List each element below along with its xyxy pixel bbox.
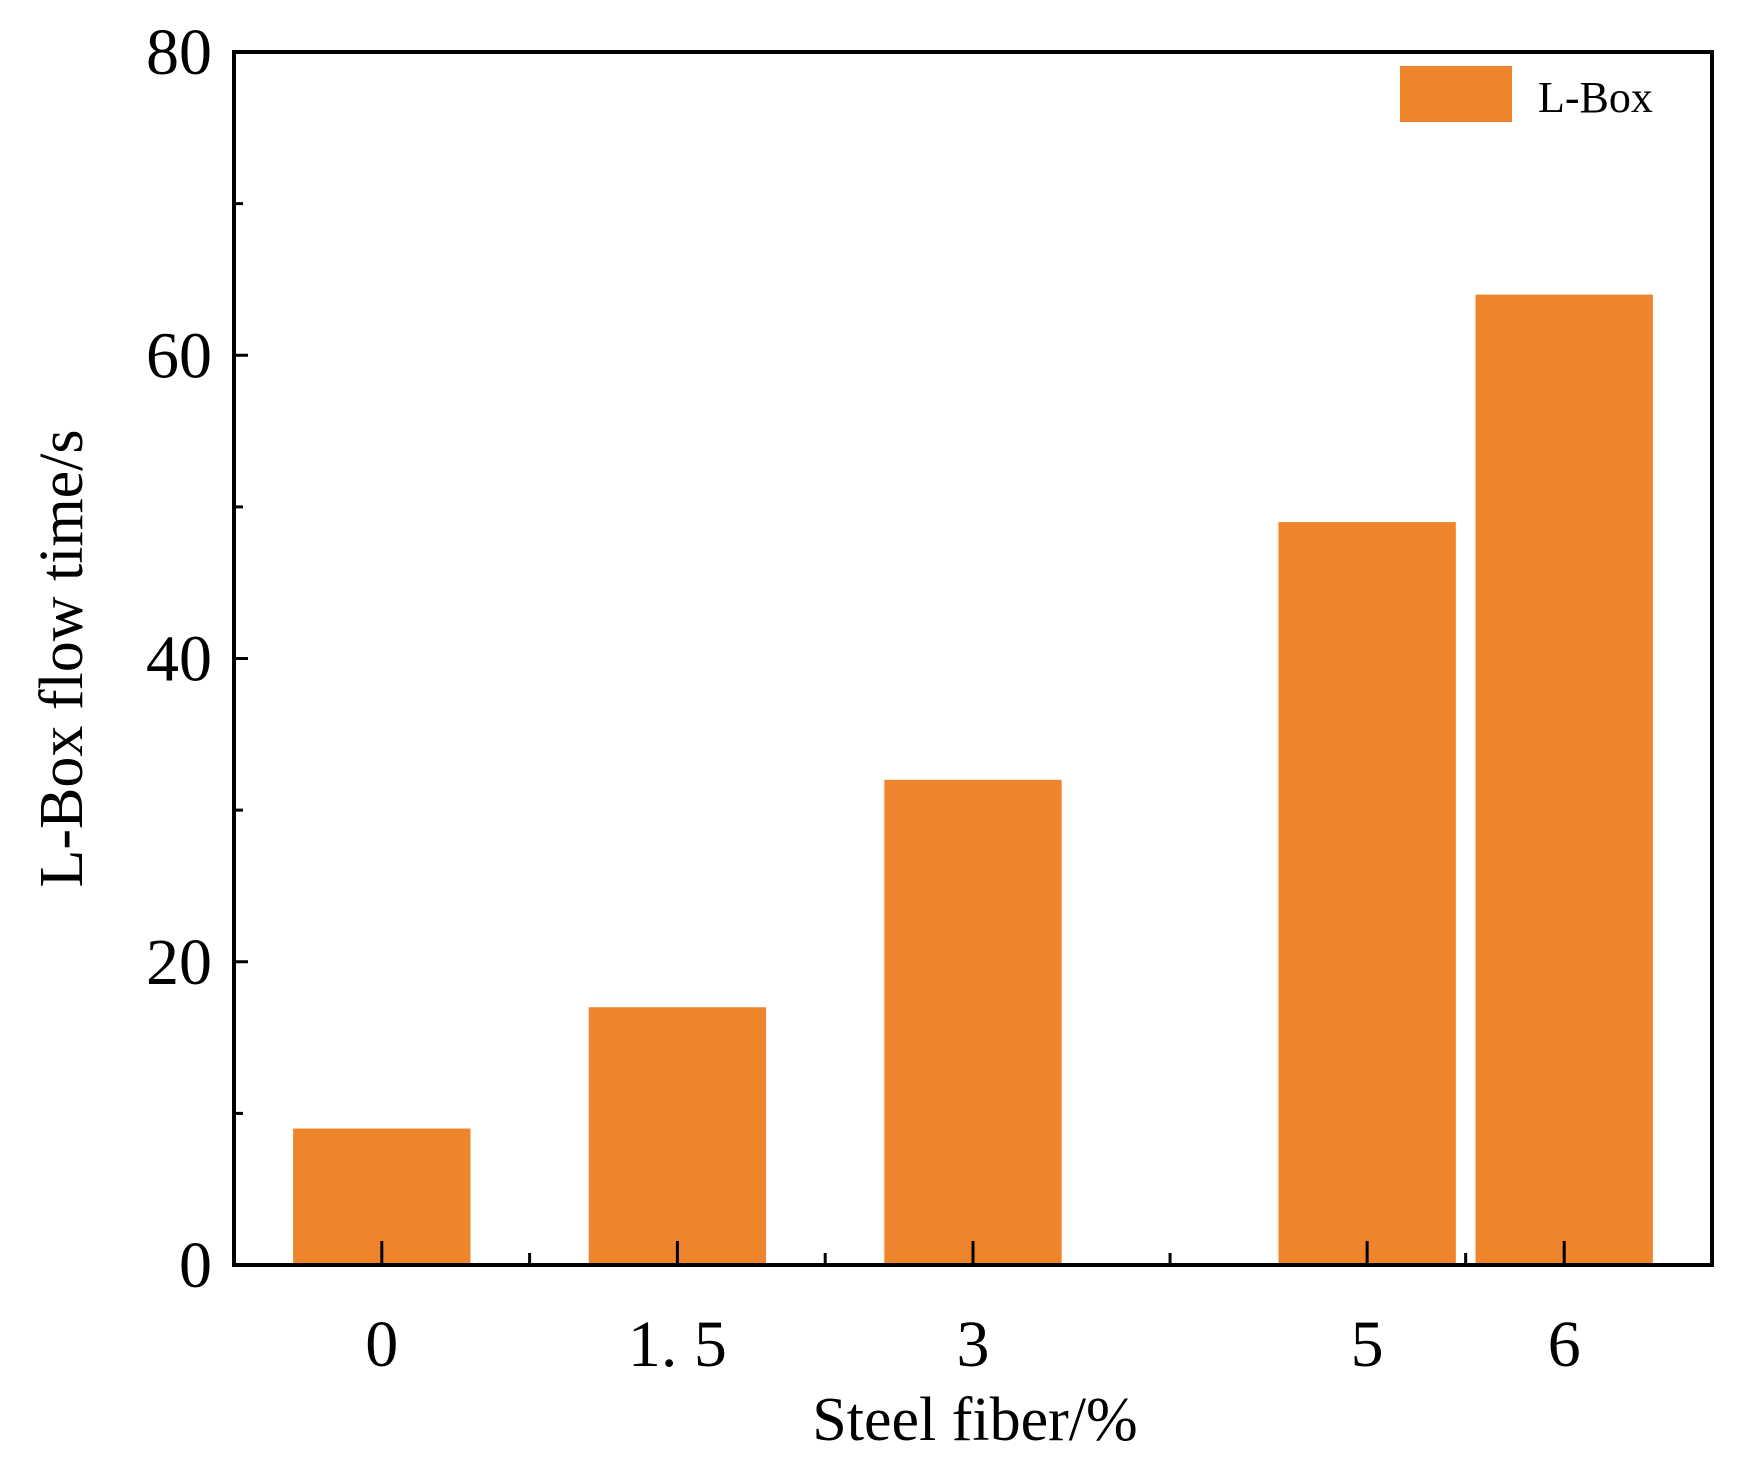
bar-6	[1475, 294, 1653, 1266]
bar-5	[1278, 522, 1456, 1265]
x-tick-label-1: 1. 5	[628, 1308, 727, 1381]
legend-label: L-Box	[1538, 73, 1653, 122]
y-tick-label-20: 20	[146, 926, 212, 999]
x-tick-label-4: 6	[1548, 1308, 1581, 1381]
legend-swatch	[1400, 66, 1512, 122]
y-tick-label-60: 60	[146, 319, 212, 392]
bar-1__5	[588, 1007, 767, 1265]
bars-group	[293, 294, 1653, 1266]
y-axis-ticks: 0 20 40 60 80	[146, 16, 248, 1302]
x-tick-label-2: 3	[957, 1308, 990, 1381]
x-tick-label-3: 5	[1351, 1308, 1384, 1381]
legend: L-Box	[1400, 66, 1653, 122]
bar-3	[884, 779, 1062, 1265]
y-tick-label-80: 80	[146, 16, 212, 89]
y-tick-label-40: 40	[146, 623, 212, 696]
x-axis-title: Steel fiber/%	[812, 1386, 1137, 1454]
y-axis-title: L-Box flow time/s	[28, 429, 96, 887]
x-tick-label-0: 0	[365, 1308, 398, 1381]
y-tick-label-0: 0	[179, 1229, 212, 1302]
x-axis-ticks: 0 1. 5 3 5 6	[365, 1241, 1581, 1381]
plot-frame	[232, 50, 1714, 1267]
